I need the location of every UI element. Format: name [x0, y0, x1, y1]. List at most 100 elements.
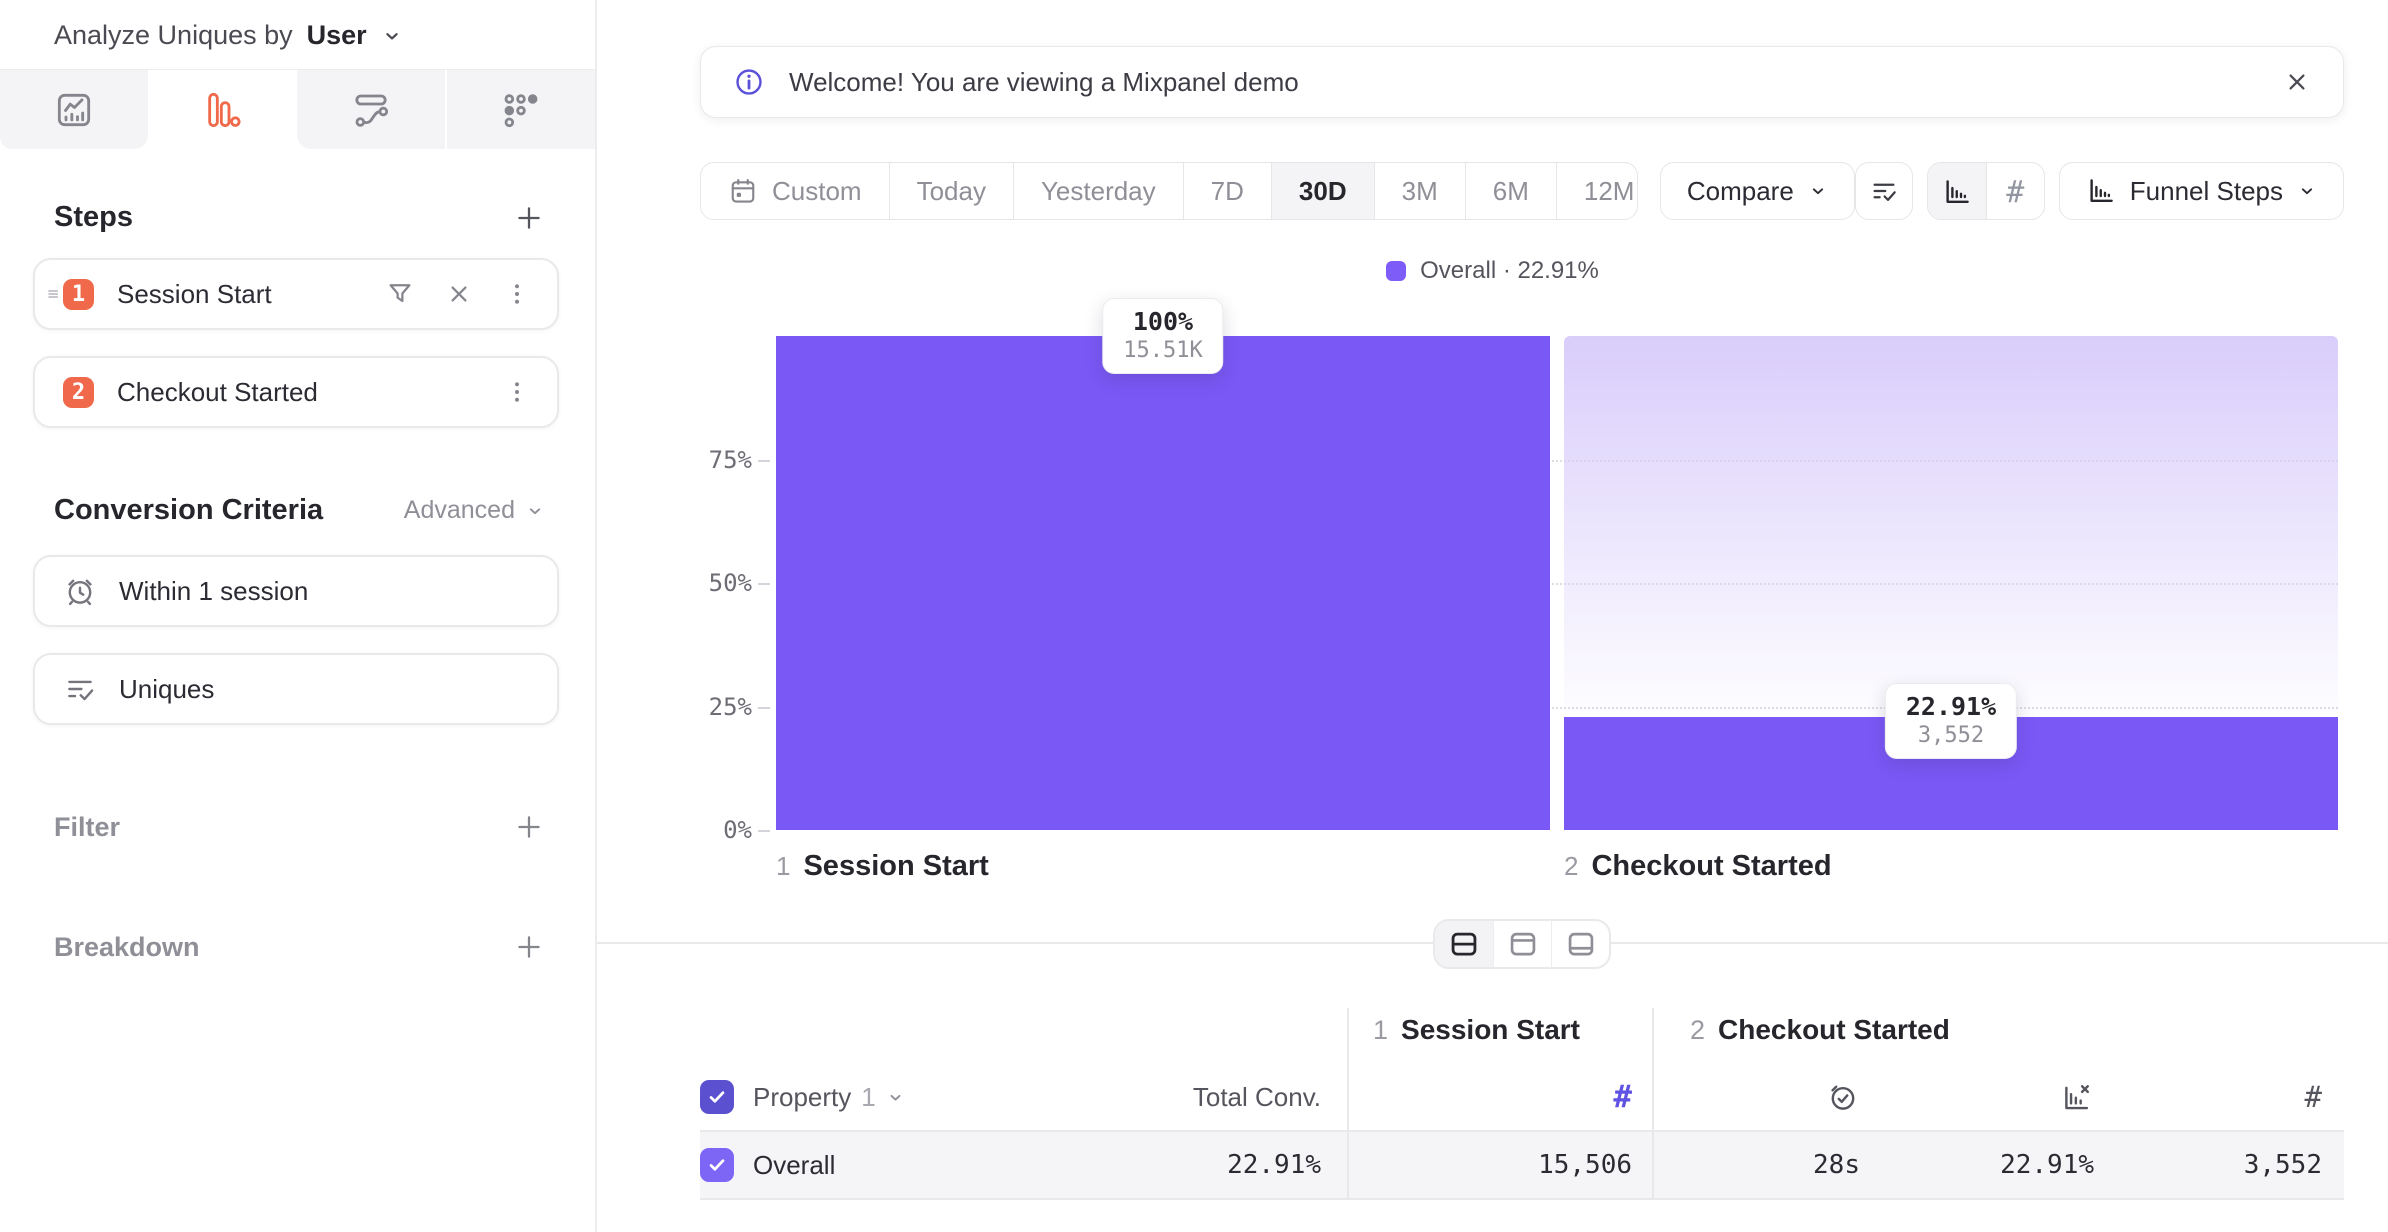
tooltip-percent: 100% [1132, 307, 1194, 336]
analyze-value: User [306, 20, 367, 50]
sidebar: Analyze Uniques by User [0, 0, 597, 1232]
add-filter-button[interactable] [513, 811, 545, 843]
compare-button[interactable]: Compare [1659, 162, 1855, 220]
date-range-3m[interactable]: 3M [1373, 163, 1465, 219]
hash-icon: # [1613, 1079, 1632, 1115]
date-range-12m[interactable]: 12M [1555, 163, 1637, 219]
breakdown-table: 1 Session Start 2 Checkout Started Prope… [700, 1008, 2344, 1200]
gridline-25 [776, 706, 2338, 709]
step-card-checkout-started[interactable]: 2 Checkout Started [33, 356, 559, 428]
list-check-icon [1869, 176, 1899, 206]
property-index: 1 [861, 1081, 876, 1112]
analyze-label: Analyze Uniques by [54, 20, 293, 50]
checkout-count-header[interactable]: # [2108, 1064, 2344, 1130]
conversion-rate-header[interactable] [1874, 1064, 2108, 1130]
step-card-session-start[interactable]: 1 Session Start [33, 258, 559, 330]
section-divider [597, 919, 2388, 969]
group-name: Checkout Started [1718, 1014, 1950, 1045]
advanced-dropdown[interactable]: Advanced [404, 496, 545, 525]
date-range-label: Custom [772, 175, 862, 206]
bar-value-tooltip: 22.91% 3,552 [1884, 683, 2018, 759]
tab-flows[interactable] [296, 70, 447, 149]
funnel-bar-session-start[interactable] [776, 336, 1550, 830]
bar-view-toggle[interactable] [1927, 163, 1986, 219]
group-name: Session Start [1401, 1014, 1580, 1045]
group-index: 1 [1373, 1015, 1389, 1045]
remove-step-icon[interactable] [445, 280, 473, 308]
layout-bottom-icon [1568, 932, 1593, 956]
drag-handle-icon[interactable] [44, 284, 64, 304]
layout-split-button[interactable] [1435, 921, 1493, 967]
legend-item-overall[interactable]: Overall · 22.91% [597, 257, 2388, 284]
y-axis-tick-label: 0% [723, 816, 752, 844]
tooltip-count: 15.51K [1123, 338, 1203, 363]
chevron-down-icon [2301, 188, 2313, 195]
number-view-toggle[interactable]: # [1985, 163, 2044, 219]
main-panel: Welcome! You are viewing a Mixpanel demo… [597, 0, 2388, 1232]
y-axis-tick [758, 459, 770, 462]
tab-retention[interactable] [446, 70, 595, 149]
property-dropdown[interactable]: Property [753, 1081, 852, 1112]
date-range-label: 6M [1492, 175, 1529, 206]
table-row-overall-label-cell: Overall [700, 1130, 1107, 1200]
welcome-banner: Welcome! You are viewing a Mixpanel demo [700, 46, 2344, 118]
insights-chart-icon [54, 90, 94, 130]
chevron-down-icon [381, 25, 403, 47]
chevron-down-icon [529, 507, 541, 514]
date-range-7d[interactable]: 7D [1182, 163, 1271, 219]
chevron-down-icon [1812, 188, 1823, 195]
flows-icon [351, 90, 391, 130]
tab-funnels[interactable] [148, 70, 297, 149]
uniques-toggle-button[interactable] [1854, 162, 1913, 220]
y-axis-tick [758, 830, 770, 832]
steps-title: Steps [54, 201, 133, 233]
analyze-uniques-dropdown[interactable]: Analyze Uniques by User [0, 0, 595, 69]
counting-method-card[interactable]: Uniques [33, 653, 559, 725]
date-range-yesterday[interactable]: Yesterday [1012, 163, 1183, 219]
y-axis-tick-label: 50% [708, 569, 752, 597]
date-range-label: 12M [1583, 175, 1635, 206]
add-step-button[interactable] [513, 202, 545, 234]
date-range-6m[interactable]: 6M [1464, 163, 1556, 219]
row-checkbox[interactable] [700, 1148, 734, 1182]
date-range-label: Today [916, 175, 986, 206]
layout-table-button[interactable] [1551, 921, 1609, 967]
plot-area: 100% 15.51K 22.91% 3,552 [776, 298, 2338, 830]
add-breakdown-button[interactable] [513, 931, 545, 963]
session-start-count-value: 15,506 [1347, 1130, 1652, 1200]
more-options-icon[interactable] [503, 378, 531, 406]
funnel-steps-dropdown[interactable]: Funnel Steps [2058, 162, 2344, 220]
filter-section-title: Filter [54, 811, 121, 842]
check-icon [709, 1091, 725, 1103]
compare-label: Compare [1686, 175, 1794, 206]
x-axis-labels: 1 Session Start 2 Checkout Started [700, 850, 2344, 888]
legend-swatch [1386, 261, 1407, 281]
x-axis-label-checkout-started: 2 Checkout Started [1564, 850, 1832, 883]
step-name: Checkout Started [1591, 850, 1832, 882]
bar-chart-icon [1942, 177, 1972, 207]
more-options-icon[interactable] [503, 280, 531, 308]
conversion-window-card[interactable]: Within 1 session [33, 555, 559, 627]
select-all-checkbox[interactable] [700, 1080, 734, 1114]
close-icon[interactable] [2283, 68, 2311, 96]
panel-layout-toggle [1433, 919, 1611, 969]
gridline-50 [776, 583, 2338, 585]
funnel-steps-label: Funnel Steps [2129, 175, 2283, 206]
step-index: 1 [776, 851, 791, 881]
y-axis-tick-label: 75% [708, 445, 752, 474]
x-axis-label-session-start: 1 Session Start [776, 850, 989, 883]
layout-chart-button[interactable] [1493, 921, 1551, 967]
advanced-label: Advanced [403, 496, 515, 524]
session-start-count-header[interactable]: # [1347, 1064, 1652, 1130]
date-range-custom[interactable]: Custom [701, 163, 889, 219]
date-range-30d[interactable]: 30D [1270, 163, 1374, 219]
step-index-badge: 1 [63, 278, 94, 310]
date-range-label: Yesterday [1040, 175, 1156, 206]
filter-step-icon[interactable] [385, 279, 415, 309]
step-label: Checkout Started [117, 376, 318, 407]
total-conv-header[interactable]: Total Conv. [1192, 1081, 1321, 1112]
avg-time-to-convert-header[interactable] [1652, 1064, 1874, 1130]
tab-insights[interactable] [0, 70, 149, 149]
breakdown-section-title: Breakdown [54, 931, 200, 962]
date-range-today[interactable]: Today [888, 163, 1013, 219]
